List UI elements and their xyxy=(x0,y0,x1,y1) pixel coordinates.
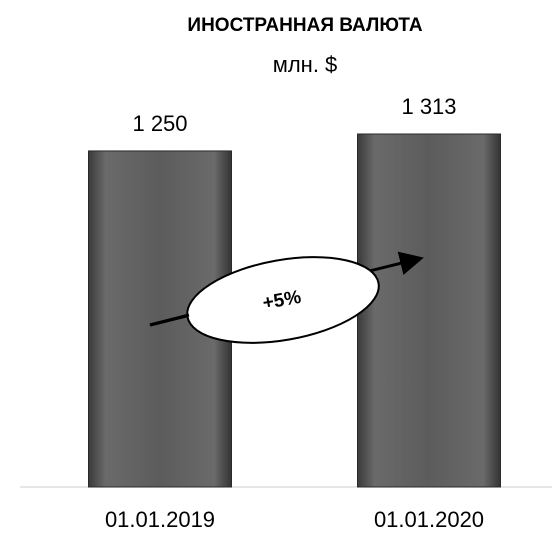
bars xyxy=(88,133,501,488)
chart-title: ИНОСТРАННАЯ ВАЛЮТА xyxy=(187,15,422,36)
arrow-tail xyxy=(149,313,190,327)
value-label: 1 313 xyxy=(401,94,456,119)
bar xyxy=(357,133,501,488)
value-label: 1 250 xyxy=(132,111,187,136)
x-tick-label: 01.01.2019 xyxy=(105,507,215,532)
chart-subtitle: млн. $ xyxy=(273,52,338,77)
x-tick-label: 01.01.2020 xyxy=(374,507,484,532)
